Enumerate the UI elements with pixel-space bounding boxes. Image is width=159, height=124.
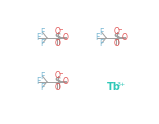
Text: S: S: [54, 33, 61, 42]
Text: O: O: [63, 33, 69, 42]
Text: O: O: [122, 33, 128, 42]
Text: F: F: [36, 33, 40, 42]
Text: F: F: [40, 83, 45, 92]
Text: O: O: [55, 27, 61, 36]
Text: Tb: Tb: [107, 82, 121, 93]
Text: O: O: [114, 27, 120, 36]
Text: F: F: [40, 39, 45, 48]
Text: F: F: [100, 28, 104, 37]
Text: −: −: [118, 27, 122, 32]
Text: −: −: [59, 71, 63, 76]
Text: O: O: [63, 77, 69, 86]
Text: F: F: [36, 77, 40, 86]
Text: O: O: [55, 71, 61, 80]
Text: F: F: [100, 39, 104, 48]
Text: F: F: [95, 33, 99, 42]
Text: S: S: [54, 77, 61, 86]
Text: −: −: [59, 27, 63, 32]
Text: F: F: [40, 28, 45, 37]
Text: O: O: [114, 39, 120, 48]
Text: 3+: 3+: [116, 82, 125, 87]
Text: S: S: [114, 33, 120, 42]
Text: F: F: [40, 72, 45, 81]
Text: O: O: [55, 83, 61, 92]
Text: O: O: [55, 39, 61, 48]
